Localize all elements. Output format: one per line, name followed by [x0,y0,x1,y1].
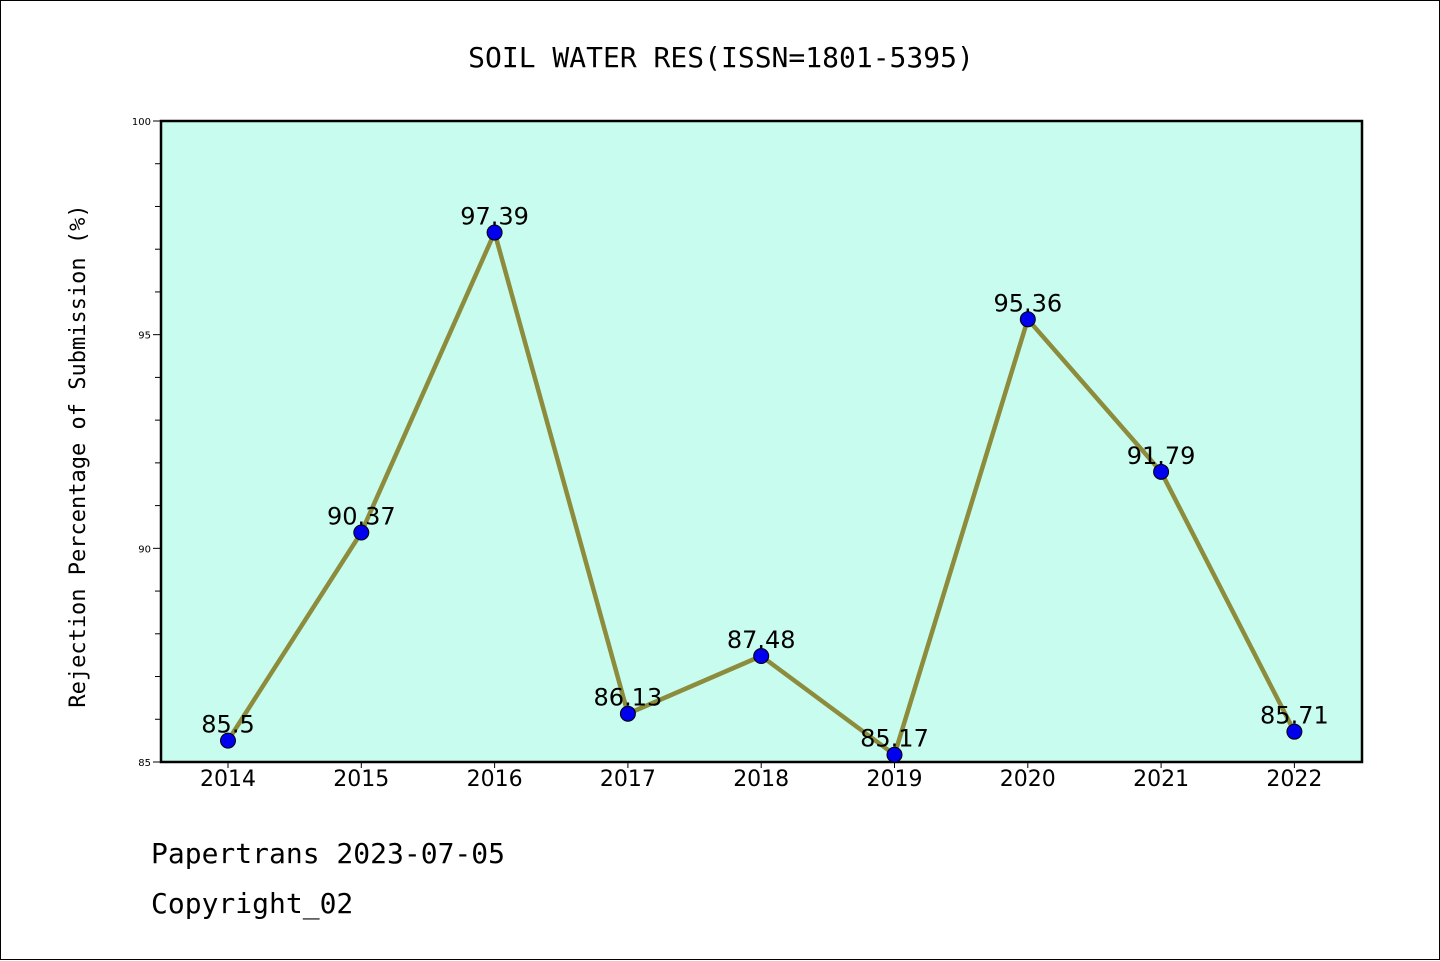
x-tick-label: 2018 [733,767,789,792]
data-point [619,705,636,722]
y-tick-label: 90 [138,544,151,555]
y-axis-ticks: 85 90 95 100 [132,117,161,769]
data-label: 86.13 [594,684,663,712]
x-tick-label: 2014 [200,767,256,792]
y-tick-label: 100 [132,117,151,128]
y-tick-label: 85 [138,758,151,769]
series-markers [220,224,1303,763]
x-tick-label: 2021 [1133,767,1189,792]
x-tick-label: 2019 [867,767,923,792]
data-point [1153,463,1170,480]
footer-date-line: Papertrans 2023-07-05 [151,837,506,870]
data-label: 85.5 [201,711,254,739]
y-tick-label: 95 [138,331,151,342]
data-point [1019,311,1036,328]
data-label: 87.48 [727,626,796,654]
x-tick-label: 2020 [1000,767,1056,792]
data-point [753,648,770,665]
data-label: 95.36 [993,289,1062,317]
x-tick-label: 2016 [467,767,523,792]
data-point [1286,723,1303,740]
footer-copyright-line: Copyright_02 [151,887,354,920]
data-label: 90.37 [327,503,396,531]
data-point [220,732,236,749]
chart-title: SOIL WATER RES(ISSN=1801-5395) [468,41,974,74]
data-label: 85.71 [1260,702,1329,730]
data-point [886,746,903,763]
data-label: 97.39 [460,203,529,231]
x-tick-label: 2022 [1266,767,1322,792]
x-axis-ticks: 2014 2015 2016 2017 2018 2019 2020 2021 2022 [200,762,1322,792]
data-label: 91.79 [1127,442,1196,470]
data-labels: 85.5 90.37 97.39 86.13 87.48 85.17 95.36 91.79 8… [201,203,1328,753]
data-point [486,224,503,241]
x-tick-label: 2017 [600,767,656,792]
x-tick-label: 2015 [333,767,389,792]
data-point [353,524,370,541]
y-axis-label: Rejection Percentage of Submission (%) [66,204,91,707]
data-label: 85.17 [860,725,929,753]
